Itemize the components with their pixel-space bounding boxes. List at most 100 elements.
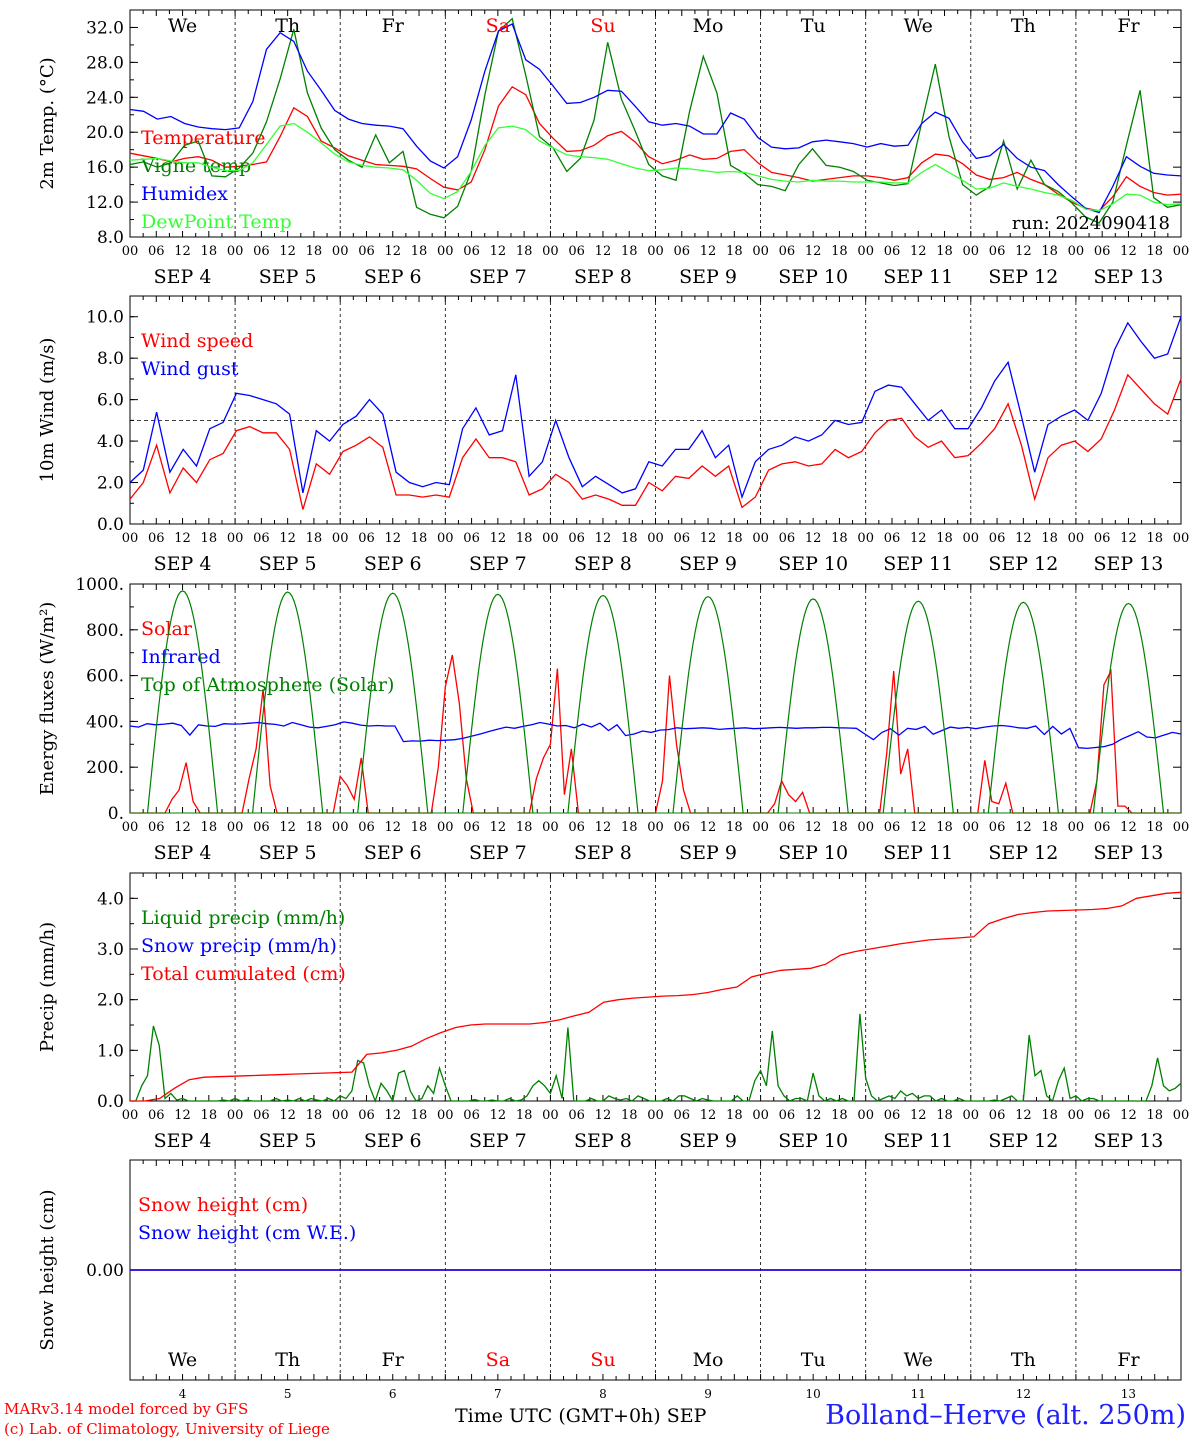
y-tick-label: 4.0 (97, 889, 124, 909)
day-name-label: Su (590, 15, 615, 37)
x-date-label: SEP 7 (469, 1130, 527, 1152)
legend-entry: Snow precip (mm/h) (141, 935, 337, 957)
legend-entry: Wind gust (141, 358, 239, 380)
legend-entry: Temperature (141, 127, 265, 149)
x-hour-label: 06 (674, 244, 691, 259)
day-name-label: We (168, 15, 197, 37)
x-hour-label: 00 (437, 820, 454, 835)
y-tick-label: 1000. (75, 575, 124, 595)
x-hour-label: 00 (542, 1108, 559, 1123)
x-hour-label: 06 (253, 244, 270, 259)
x-hour-label: 06 (884, 820, 901, 835)
x-hour-label: 00 (857, 1108, 874, 1123)
day-name-label: Fr (1117, 15, 1140, 37)
day-name-label: Fr (1117, 1349, 1140, 1371)
x-hour-label: 00 (963, 1108, 980, 1123)
x-date-label: SEP 11 (883, 1130, 953, 1152)
series-line-toa (146, 590, 219, 814)
day-name-label: Su (590, 1349, 615, 1371)
y-tick-label: 24.0 (86, 88, 124, 108)
series-line-toa (252, 591, 324, 814)
x-hour-label: 12 (490, 820, 507, 835)
y-tick-label: 6.0 (97, 391, 124, 411)
x-hour-label: 12 (1120, 1108, 1137, 1123)
x-hour-label: 06 (779, 820, 796, 835)
y-tick-label: 800. (86, 621, 124, 641)
location-title: Bolland–Herve (alt. 250m) (825, 1400, 1186, 1431)
x-hour-label: 00 (1173, 820, 1190, 835)
x-date-label: SEP 11 (883, 553, 953, 575)
x-hour-label: 06 (568, 1108, 585, 1123)
x-hour-label: 18 (516, 1108, 533, 1123)
legend-entry: Liquid precip (mm/h) (141, 907, 345, 929)
x-date-label: SEP 11 (883, 842, 953, 864)
x-hour-label: 18 (1146, 244, 1163, 259)
series-line-toa (1092, 602, 1165, 814)
x-hour-label: 18 (516, 531, 533, 546)
day-name-label: Th (1011, 15, 1036, 37)
day-name-label: Th (1011, 1349, 1036, 1371)
x-hour-label: 00 (963, 531, 980, 546)
x-hour-label: 06 (358, 244, 375, 259)
y-tick-label: 28.0 (86, 53, 124, 73)
x-hour-label: 12 (384, 244, 401, 259)
legend-entry: Snow height (cm) (138, 1194, 308, 1216)
x-hour-label: 18 (831, 531, 848, 546)
x-hour-label: 06 (148, 244, 165, 259)
x-date-label: SEP 9 (679, 553, 737, 575)
x-hour-label: 18 (831, 1108, 848, 1123)
x-hour-label: 12 (174, 820, 191, 835)
x-hour-label: 18 (936, 1108, 953, 1123)
x-hour-label: 18 (201, 820, 218, 835)
x-hour-label: 00 (542, 820, 559, 835)
x-hour-label: 12 (1015, 531, 1032, 546)
x-hour-label: 18 (411, 531, 428, 546)
y-axis-label: Snow height (cm) (37, 1189, 58, 1350)
day-name-label: Th (275, 1349, 300, 1371)
x-hour-label: 12 (279, 531, 296, 546)
x-hour-label: 00 (1068, 1108, 1085, 1123)
day-name-label: We (904, 15, 933, 37)
x-hour-label: 18 (831, 820, 848, 835)
x-axis-month: SEP (666, 1405, 707, 1427)
x-date-label: SEP 5 (259, 1130, 317, 1152)
legend-entry: DewPoint Temp (141, 211, 292, 233)
series-line-toa (882, 600, 954, 814)
x-hour-label: 12 (910, 531, 927, 546)
x-hour-label: 18 (1041, 244, 1058, 259)
x-hour-label: 12 (1015, 820, 1032, 835)
x-hour-label: 18 (516, 820, 533, 835)
day-number-label: 8 (599, 1387, 607, 1400)
x-date-label: SEP 7 (469, 553, 527, 575)
x-date-label: SEP 5 (259, 553, 317, 575)
x-date-label: SEP 9 (679, 266, 737, 288)
x-hour-label: 12 (700, 531, 717, 546)
series-line-toa (672, 595, 744, 814)
y-tick-label: 1.0 (97, 1041, 124, 1061)
series-line-0 (129, 85, 1182, 212)
y-tick-label: 32.0 (86, 18, 124, 38)
x-hour-label: 00 (332, 1108, 349, 1123)
x-hour-label: 00 (227, 1108, 244, 1123)
x-date-label: SEP 5 (259, 266, 317, 288)
x-hour-label: 18 (306, 244, 323, 259)
x-hour-label: 18 (621, 1108, 638, 1123)
day-name-label: Tu (801, 1349, 826, 1371)
x-date-label: SEP 8 (574, 266, 632, 288)
x-hour-label: 06 (989, 1108, 1006, 1123)
x-hour-label: 00 (1068, 244, 1085, 259)
legend-entry: Humidex (141, 183, 228, 205)
x-hour-label: 00 (857, 820, 874, 835)
series-line-3 (129, 122, 1182, 212)
y-tick-label: 12.0 (86, 193, 124, 213)
x-hour-label: 18 (201, 244, 218, 259)
x-hour-label: 06 (358, 820, 375, 835)
x-hour-label: 12 (700, 1108, 717, 1123)
x-date-label: SEP 6 (364, 1130, 422, 1152)
day-name-label: Tu (801, 15, 826, 37)
x-hour-label: 00 (647, 244, 664, 259)
x-hour-label: 12 (279, 1108, 296, 1123)
x-date-label: SEP 4 (154, 842, 212, 864)
x-hour-label: 06 (148, 531, 165, 546)
x-hour-label: 18 (726, 820, 743, 835)
